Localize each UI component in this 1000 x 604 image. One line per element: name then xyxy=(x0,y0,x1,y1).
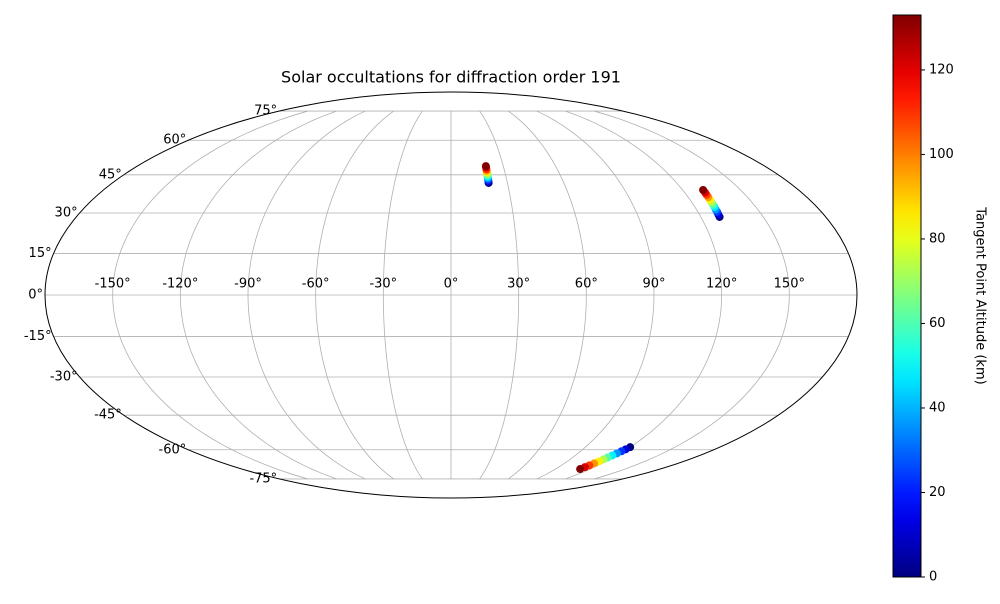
x-tick-label: 60° xyxy=(575,277,598,292)
grid-line xyxy=(565,110,723,480)
y-tick-label: 60° xyxy=(163,133,186,148)
y-tick-label: -45° xyxy=(94,408,122,423)
grid-line xyxy=(479,110,520,480)
grid-line xyxy=(179,110,337,480)
colorbar-tick-label: 120 xyxy=(929,62,954,77)
data-point xyxy=(699,185,708,194)
y-tick-label: -30° xyxy=(50,370,78,385)
y-tick-label: 15° xyxy=(29,246,52,261)
grid-line xyxy=(508,110,587,480)
grid-line xyxy=(536,110,655,480)
colorbar xyxy=(892,14,922,578)
grid-line xyxy=(315,110,394,480)
y-tick-label: -60° xyxy=(159,442,187,457)
x-tick-label: 0° xyxy=(444,277,459,292)
colorbar-tick-label: 20 xyxy=(929,485,946,500)
y-tick-label: 30° xyxy=(55,205,78,220)
x-tick-label: -90° xyxy=(234,277,262,292)
x-tick-label: -150° xyxy=(95,277,131,292)
grid-line xyxy=(382,110,423,480)
grid-line xyxy=(112,110,308,480)
x-tick-label: -120° xyxy=(162,277,198,292)
data-point xyxy=(481,162,490,171)
colorbar-tick-label: 60 xyxy=(929,316,946,331)
y-tick-label: 45° xyxy=(99,167,122,182)
y-tick-label: -15° xyxy=(24,329,52,344)
y-tick-label: 0° xyxy=(28,288,43,303)
x-tick-label: 90° xyxy=(642,277,665,292)
y-tick-label: -75° xyxy=(249,471,277,486)
x-tick-label: 150° xyxy=(774,277,805,292)
colorbar-tick-label: 40 xyxy=(929,400,946,415)
colorbar-tick-label: 100 xyxy=(929,147,954,162)
grid-line xyxy=(247,110,366,480)
x-tick-label: 120° xyxy=(706,277,737,292)
chart-title: Solar occultations for diffraction order… xyxy=(281,68,621,87)
x-tick-label: -30° xyxy=(369,277,397,292)
x-tick-label: 30° xyxy=(507,277,530,292)
colorbar-tick-label: 0 xyxy=(929,570,937,585)
y-tick-label: 75° xyxy=(254,104,277,119)
colorbar-tick-label: 80 xyxy=(929,231,946,246)
grid-line xyxy=(594,110,790,480)
x-tick-label: -60° xyxy=(302,277,330,292)
data-point xyxy=(576,465,585,474)
colorbar-label: Tangent Point Altitude (km) xyxy=(973,206,988,384)
map-border xyxy=(44,91,858,499)
